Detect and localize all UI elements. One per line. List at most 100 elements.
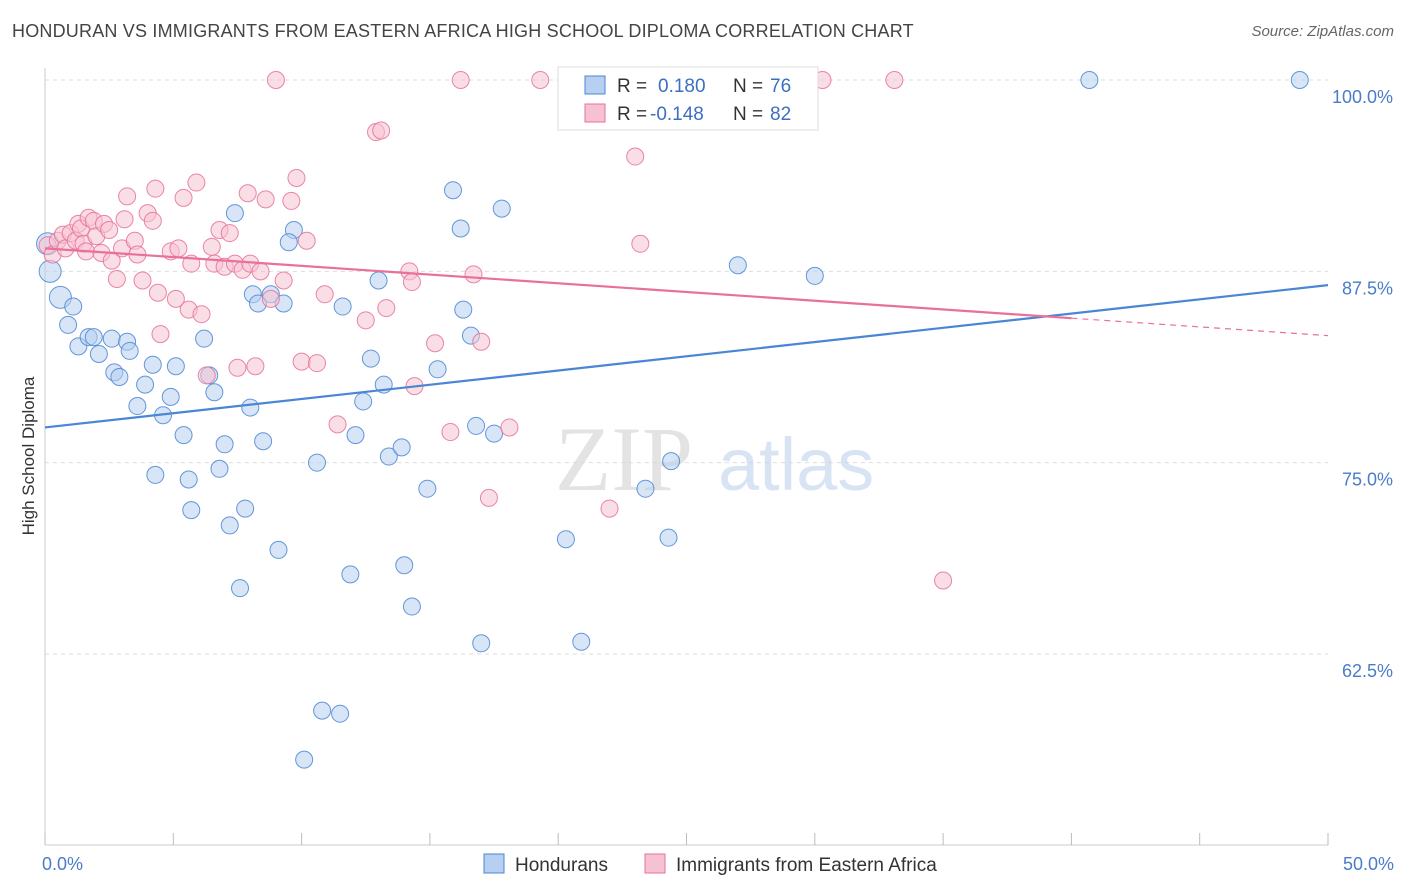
point-eastern-africa-26 — [143, 211, 162, 230]
point-hondurans-53 — [379, 447, 398, 466]
point-eastern-africa-78 — [631, 234, 650, 253]
point-hondurans-73 — [805, 266, 824, 285]
point-eastern-africa-18 — [107, 269, 126, 288]
point-hondurans-14 — [128, 397, 147, 416]
point-eastern-africa-51 — [256, 190, 275, 209]
y-tick-label-3: 100.0% — [1332, 87, 1393, 107]
point-eastern-africa-54 — [282, 191, 301, 210]
legend-n-value-2: 82 — [770, 104, 791, 125]
point-eastern-africa-75 — [531, 71, 550, 89]
point-hondurans-71 — [662, 452, 681, 471]
bottom-legend-swatch-hondurans — [483, 853, 505, 874]
y-tick-label-0: 62.5% — [1342, 661, 1393, 681]
trend-lines — [44, 247, 1329, 429]
point-eastern-africa-21 — [118, 187, 137, 206]
point-eastern-africa-50 — [251, 262, 270, 281]
point-hondurans-15 — [136, 375, 155, 394]
point-hondurans-67 — [556, 530, 575, 549]
point-hondurans-30 — [231, 579, 250, 598]
point-hondurans-42 — [295, 750, 314, 769]
point-hondurans-68 — [572, 632, 591, 651]
point-eastern-africa-32 — [169, 239, 188, 258]
point-eastern-africa-70 — [451, 71, 470, 89]
point-hondurans-65 — [485, 424, 504, 443]
bottom-legend-swatch-eastern-africa — [644, 853, 666, 874]
point-hondurans-29 — [220, 516, 239, 535]
point-eastern-africa-47 — [238, 184, 257, 203]
point-hondurans-56 — [402, 597, 421, 616]
point-eastern-africa-66 — [402, 273, 421, 292]
point-hondurans-3 — [64, 297, 83, 316]
legend-box: R = 0.180 N = 76 R = -0.148 N = 82 — [557, 66, 819, 131]
point-eastern-africa-73 — [479, 488, 498, 507]
point-hondurans-32 — [241, 398, 260, 417]
point-hondurans-26 — [205, 383, 224, 402]
point-eastern-africa-29 — [151, 325, 170, 344]
point-hondurans-66 — [492, 199, 511, 218]
point-hondurans-28 — [215, 435, 234, 454]
point-eastern-africa-63 — [372, 121, 391, 140]
point-hondurans-74 — [1080, 71, 1099, 89]
point-hondurans-13 — [110, 367, 129, 386]
point-eastern-africa-83 — [934, 571, 953, 590]
point-hondurans-59 — [443, 181, 462, 200]
point-hondurans-51 — [369, 271, 388, 290]
point-eastern-africa-64 — [377, 299, 396, 318]
point-eastern-africa-71 — [464, 265, 483, 284]
point-eastern-africa-53 — [274, 271, 293, 290]
bottom-legend-label-eastern-africa: Immigrants from Eastern Africa — [676, 855, 937, 876]
legend-r-value-2: -0.148 — [650, 104, 704, 125]
x-axis-ticks — [44, 833, 1329, 845]
point-hondurans-16 — [143, 355, 162, 374]
point-hondurans-45 — [331, 704, 350, 723]
point-hondurans-61 — [454, 300, 473, 319]
point-hondurans-57 — [418, 479, 437, 498]
point-hondurans-69 — [636, 479, 655, 498]
point-eastern-africa-36 — [187, 173, 206, 192]
legend-r-label-1: R = — [617, 76, 647, 97]
point-hondurans-31 — [236, 499, 255, 518]
bottom-legend-label-hondurans: Hondurans — [515, 855, 608, 876]
y-axis-tick-labels: 62.5% 75.0% 87.5% 100.0% — [1332, 87, 1393, 681]
point-hondurans-63 — [467, 416, 486, 435]
point-hondurans-49 — [354, 392, 373, 411]
point-hondurans-11 — [120, 341, 139, 360]
point-hondurans-64 — [472, 634, 491, 653]
trend-line-eastern-africa — [44, 247, 1072, 320]
point-hondurans-7 — [84, 328, 103, 347]
point-hondurans-41 — [225, 204, 244, 223]
legend-n-label-2: N = — [733, 104, 763, 125]
point-hondurans-72 — [728, 256, 747, 275]
point-eastern-africa-52 — [261, 289, 280, 308]
point-eastern-africa-61 — [356, 311, 375, 330]
trend-line-eastern-africa-extension — [1071, 317, 1329, 337]
point-hondurans-19 — [166, 357, 185, 376]
point-hondurans-4 — [59, 315, 78, 334]
point-eastern-africa-76 — [600, 499, 619, 518]
point-hondurans-54 — [392, 438, 411, 457]
y-tick-label-1: 75.0% — [1342, 470, 1393, 490]
point-hondurans-37 — [269, 540, 288, 559]
chart-title: HONDURAN VS IMMIGRANTS FROM EASTERN AFRI… — [12, 21, 914, 41]
point-eastern-africa-68 — [426, 334, 445, 353]
x-tick-label-min: 0.0% — [42, 854, 83, 874]
y-tick-label-2: 87.5% — [1342, 278, 1393, 298]
legend-n-label-1: N = — [733, 76, 763, 97]
point-hondurans-46 — [333, 297, 352, 316]
point-eastern-africa-33 — [174, 188, 193, 207]
point-hondurans-21 — [146, 465, 165, 484]
point-eastern-africa-82 — [885, 71, 904, 89]
trend-line-hondurans — [44, 284, 1329, 429]
point-hondurans-75 — [1290, 71, 1309, 89]
point-eastern-africa-31 — [166, 289, 185, 308]
point-hondurans-9 — [102, 329, 121, 348]
point-hondurans-18 — [161, 387, 180, 406]
legend-r-value-1: 0.180 — [658, 76, 706, 97]
point-eastern-africa-72 — [472, 332, 491, 351]
point-eastern-africa-84 — [266, 71, 285, 89]
point-hondurans-8 — [89, 344, 108, 363]
point-hondurans-47 — [341, 565, 360, 584]
legend-swatch-eastern-africa — [584, 103, 606, 123]
point-eastern-africa-43 — [220, 224, 239, 243]
